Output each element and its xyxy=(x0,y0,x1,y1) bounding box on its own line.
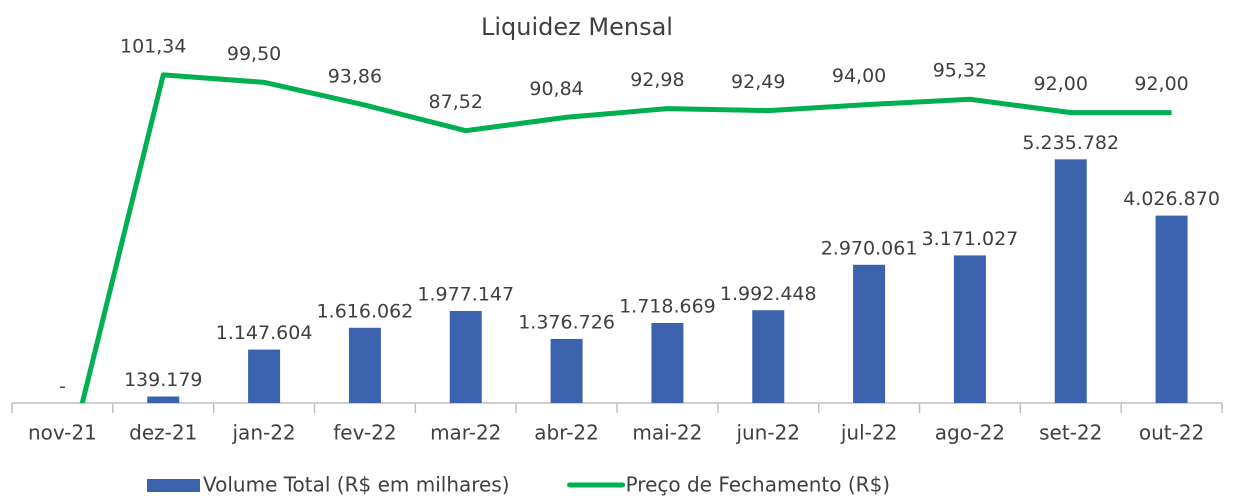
bar xyxy=(348,327,381,403)
data-label: 1.376.726 xyxy=(518,311,615,333)
bar xyxy=(1155,215,1188,403)
bar xyxy=(550,338,583,403)
chart-title: Liquidez Mensal xyxy=(481,13,673,41)
bar xyxy=(651,323,684,403)
line xyxy=(79,72,1172,403)
legend-label: Volume Total (R$ em milhares) xyxy=(203,473,510,497)
bar xyxy=(752,310,785,403)
data-label: 139.179 xyxy=(124,369,203,391)
data-label: - xyxy=(59,376,66,398)
data-label: 1.718.669 xyxy=(619,296,716,318)
legend-label: Preço de Fechamento (R$) xyxy=(626,473,891,497)
x-tick-label: jan-22 xyxy=(232,421,296,445)
data-label: 99,50 xyxy=(227,43,281,65)
data-label: 101,34 xyxy=(120,35,186,57)
data-label: 1.992.448 xyxy=(720,283,817,305)
data-label: 2.970.061 xyxy=(821,237,918,259)
data-label: 93,86 xyxy=(328,66,382,88)
data-label: 4.026.870 xyxy=(1123,188,1220,210)
data-label: 87,52 xyxy=(429,91,483,113)
data-label: 94,00 xyxy=(832,65,886,87)
x-tick-label: nov-21 xyxy=(28,421,97,445)
bar xyxy=(147,396,180,403)
x-tick-label: jun-22 xyxy=(735,421,800,445)
x-tick-label: set-22 xyxy=(1039,421,1102,445)
bar xyxy=(248,349,281,403)
x-tick-label: abr-22 xyxy=(534,421,599,445)
data-label: 1.147.604 xyxy=(216,322,313,344)
x-tick-label: jul-22 xyxy=(840,421,897,445)
line-layer xyxy=(79,72,1172,403)
data-label: 92,98 xyxy=(630,69,684,91)
data-label: 90,84 xyxy=(529,78,583,100)
bar xyxy=(953,255,986,403)
legend-swatch xyxy=(147,479,200,492)
x-tick-label: dez-21 xyxy=(129,421,197,445)
data-label: 92,00 xyxy=(1134,73,1188,95)
x-tick-label: ago-22 xyxy=(935,421,1005,445)
data-label: 92,49 xyxy=(731,71,785,93)
data-label: 95,32 xyxy=(933,60,987,82)
data-label: 5.235.782 xyxy=(1022,132,1119,154)
data-label: 1.977.147 xyxy=(417,283,514,305)
bar xyxy=(449,310,482,403)
x-tick-label: fev-22 xyxy=(333,421,396,445)
data-label: 1.616.062 xyxy=(317,300,414,322)
data-label: 92,00 xyxy=(1034,73,1088,95)
data-label: 3.171.027 xyxy=(922,228,1019,250)
x-tick-label: mar-22 xyxy=(430,421,501,445)
bar xyxy=(853,264,886,403)
x-tick-label: mai-22 xyxy=(632,421,702,445)
bar xyxy=(1054,159,1087,403)
x-tick-label: out-22 xyxy=(1139,421,1204,445)
